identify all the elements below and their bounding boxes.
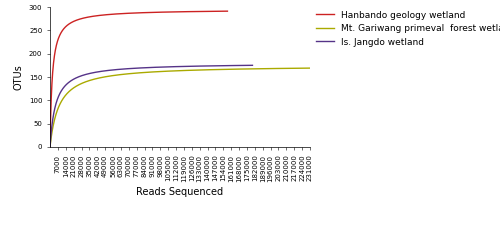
- Hanbando geology wetland: [188, 10, 194, 13]
- Legend: Hanbando geology wetland, Mt. Gariwang primeval  forest wetland, Is. Jangdo wetl: Hanbando geology wetland, Mt. Gariwang p…: [312, 7, 500, 50]
- Hanbando geology wetland: [65, 23, 71, 26]
- Is. Jangdo wetland: [47, 146, 53, 148]
- Is. Jangdo wetland: [68, 80, 73, 82]
- Hanbando geology wetland: [119, 12, 125, 15]
- Is. Jangdo wetland: [250, 64, 256, 67]
- Is. Jangdo wetland: [186, 65, 192, 68]
- Hanbando geology wetland: [169, 10, 175, 13]
- Line: Is. Jangdo wetland: Is. Jangdo wetland: [50, 65, 252, 147]
- Mt. Gariwang primeval  forest wetland: [74, 84, 80, 87]
- Mt. Gariwang primeval  forest wetland: [314, 67, 320, 69]
- Mt. Gariwang primeval  forest wetland: [230, 68, 236, 71]
- Is. Jangdo wetland: [129, 67, 135, 70]
- Hanbando geology wetland: [47, 146, 53, 148]
- Hanbando geology wetland: [224, 10, 230, 13]
- Y-axis label: OTUs: OTUs: [14, 64, 24, 90]
- Hanbando geology wetland: [125, 12, 131, 15]
- Mt. Gariwang primeval  forest wetland: [254, 67, 260, 70]
- Is. Jangdo wetland: [208, 64, 214, 67]
- Mt. Gariwang primeval  forest wetland: [47, 146, 53, 148]
- Line: Mt. Gariwang primeval  forest wetland: Mt. Gariwang primeval forest wetland: [50, 68, 316, 147]
- Is. Jangdo wetland: [205, 64, 211, 67]
- Line: Hanbando geology wetland: Hanbando geology wetland: [50, 11, 228, 147]
- Is. Jangdo wetland: [136, 67, 142, 69]
- Mt. Gariwang primeval  forest wetland: [260, 67, 266, 70]
- X-axis label: Reads Sequenced: Reads Sequenced: [136, 187, 224, 197]
- Hanbando geology wetland: [186, 10, 192, 13]
- Mt. Gariwang primeval  forest wetland: [164, 70, 170, 73]
- Mt. Gariwang primeval  forest wetland: [154, 70, 160, 73]
